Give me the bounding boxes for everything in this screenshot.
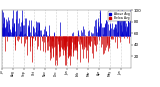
Legend: Above Avg, Below Avg: Above Avg, Below Avg (108, 11, 131, 21)
